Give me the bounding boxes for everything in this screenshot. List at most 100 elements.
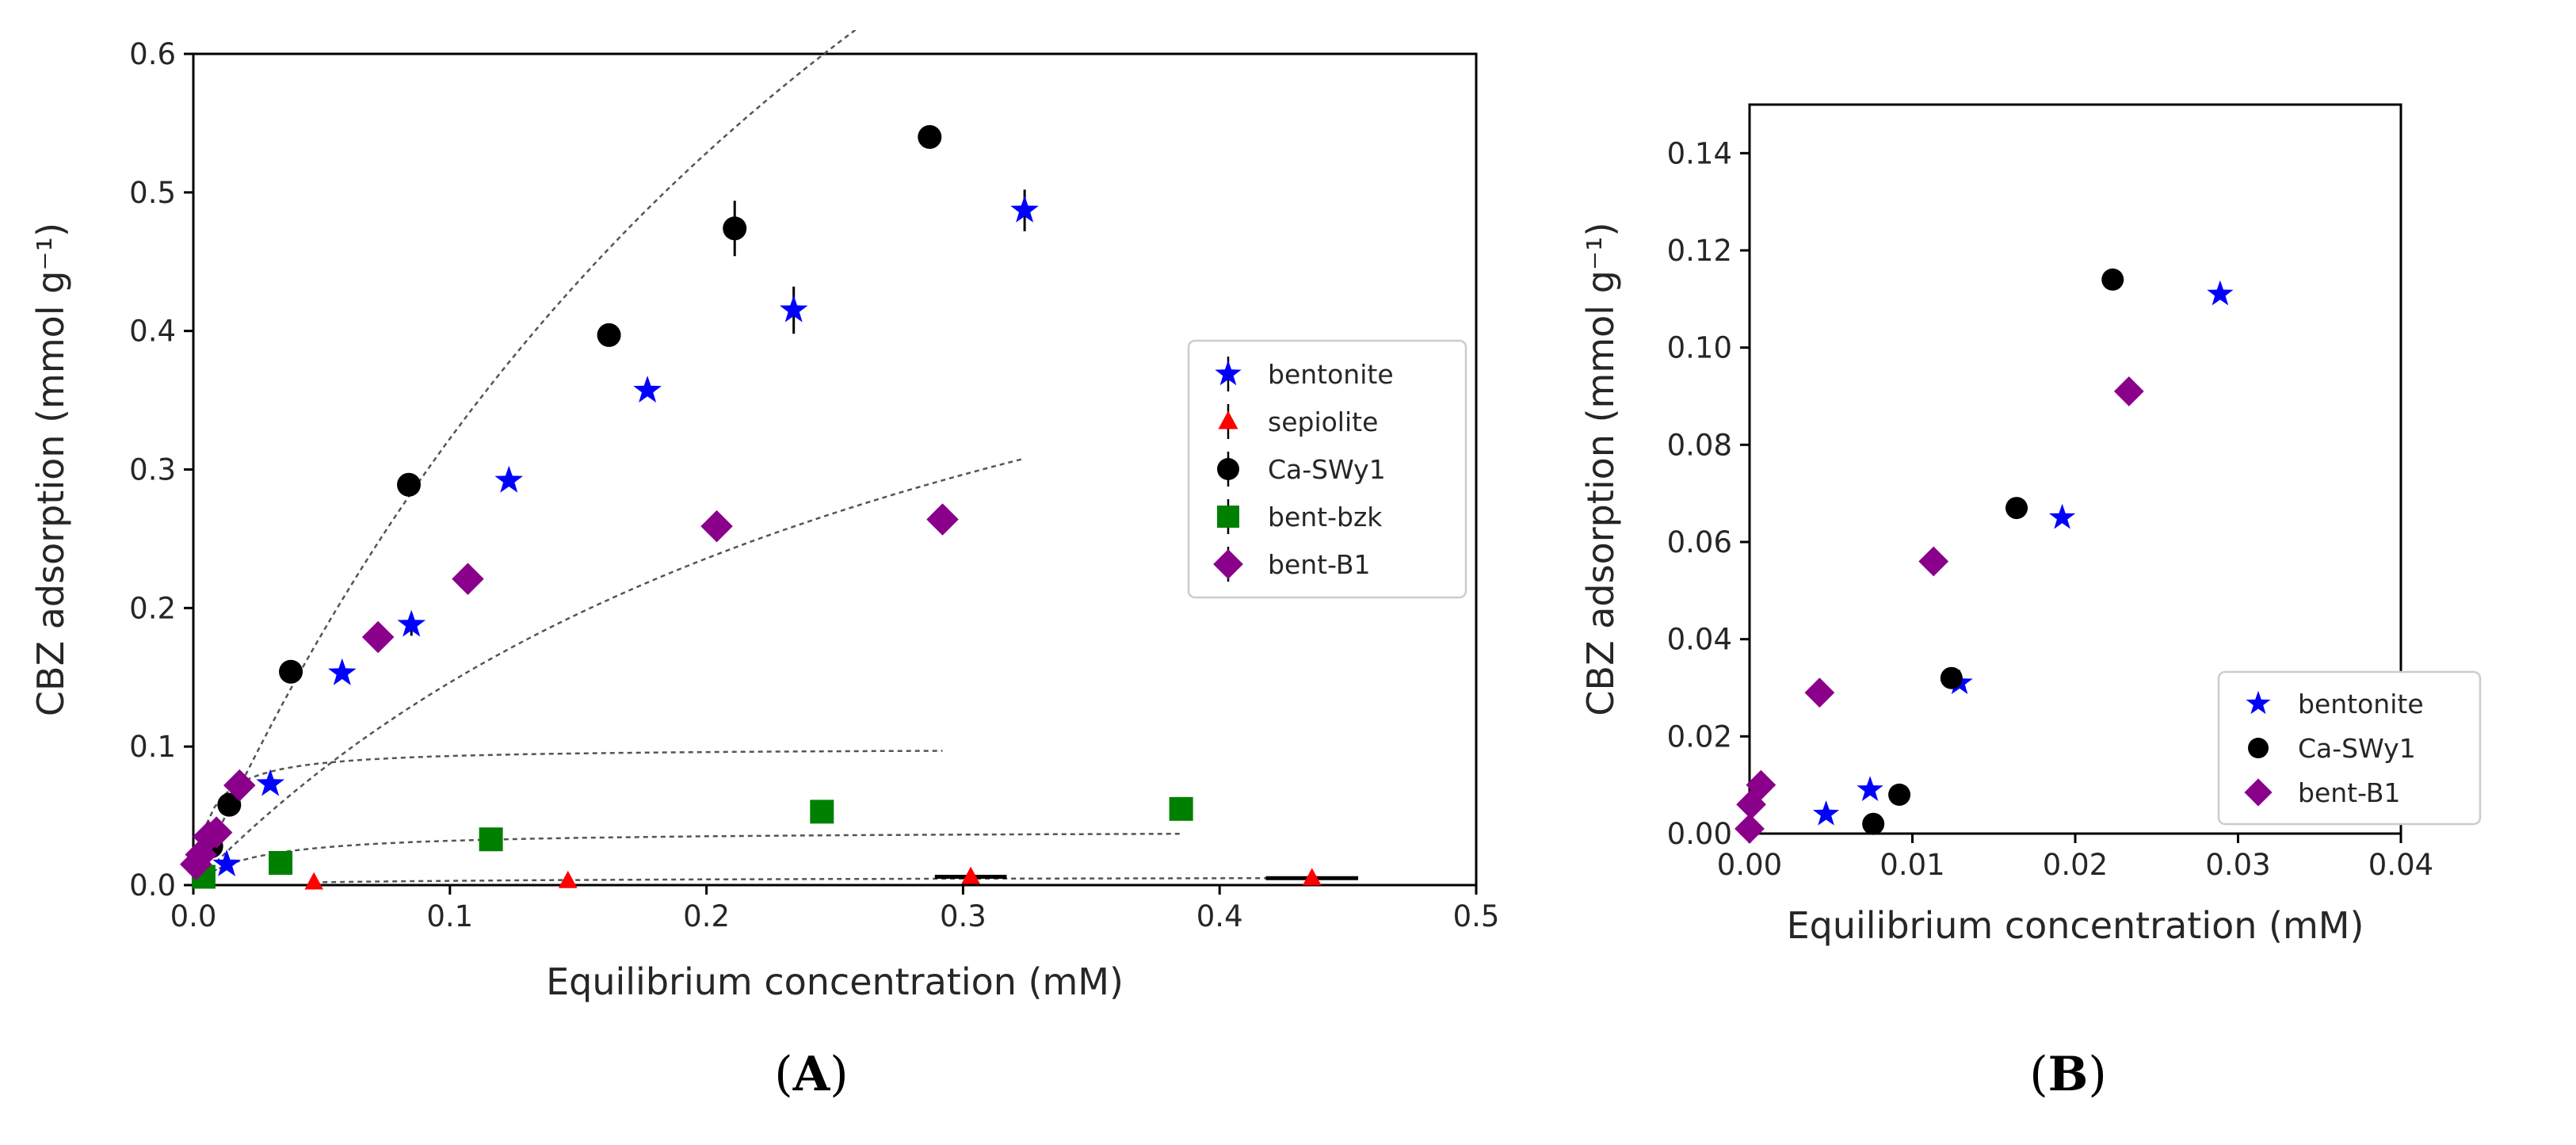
data-point-a-bentonite-4 (397, 609, 426, 637)
series-a-bent-bzk (191, 796, 1193, 889)
legend-label-b-bentonite: bentonite (2298, 689, 2424, 719)
legend-marker-a-bent-bzk (1217, 506, 1239, 528)
data-point-a-bentonite-3 (328, 658, 357, 685)
legend-marker-a-ca-swy1 (1217, 458, 1239, 480)
legend-marker-b-bentonite (2246, 690, 2271, 715)
series-a-bentonite (189, 189, 1039, 887)
data-point-a-bent-bzk-2 (479, 827, 503, 852)
data-point-a-ca-swy1-3 (396, 472, 421, 497)
data-point-a-ca-swy1-6 (918, 124, 942, 149)
y-tick-label-b-1: 0.02 (1667, 719, 1732, 754)
data-point-a-sepiolite-0 (304, 872, 323, 890)
data-point-a-ca-swy1-5 (723, 216, 747, 241)
y-tick-label-b-7: 0.14 (1667, 136, 1732, 170)
legend-box-b (2217, 670, 2482, 826)
x-tick-label-a-2: 0.2 (683, 899, 730, 933)
data-point-b-bentonite-1 (1857, 776, 1883, 801)
data-point-b-ca-swy1-3 (2005, 497, 2028, 520)
data-point-a-bentonite-2 (256, 769, 284, 796)
data-point-a-ca-swy1-1 (217, 792, 242, 817)
legend-label-a-bentonite: bentonite (1268, 359, 1394, 390)
x-tick-label-b-1: 0.01 (1880, 848, 1944, 882)
data-point-a-bent-b1-6 (452, 563, 484, 595)
legend-b: bentonite Ca-SWy1 bent-B1 (2217, 670, 2482, 826)
x-axis-label-a: Equilibrium concentration (mM) (546, 960, 1124, 1003)
data-point-a-bent-bzk-1 (269, 851, 293, 876)
data-point-a-bent-bzk-4 (1169, 796, 1193, 821)
data-point-b-bent-b1-2 (1746, 769, 1776, 800)
x-tick-label-b-0: 0.00 (1717, 848, 1782, 882)
y-tick-label-b-3: 0.06 (1667, 525, 1732, 559)
data-point-b-bentonite-4 (2207, 280, 2234, 306)
x-axis-label-b: Equilibrium concentration (mM) (1787, 904, 2364, 947)
x-tick-label-b-4: 0.04 (2368, 848, 2433, 882)
legend-marker-a-bentonite (1215, 360, 1242, 386)
fit-curve-a-bent-b1 (194, 750, 943, 867)
panel-label-a-letter: A (792, 1047, 831, 1102)
data-point-a-bent-bzk-3 (810, 800, 834, 824)
data-point-a-ca-swy1-4 (597, 323, 621, 347)
fit-curve-a-sepiolite (314, 876, 1312, 884)
data-point-b-ca-swy1-2 (1940, 666, 1963, 689)
data-point-b-bentonite-3 (2048, 503, 2076, 529)
chart-panel-a: 0.0 0.1 0.2 0.3 0.4 0.5 0.0 0.1 0.2 0.3 0.4 0.5 0.6 E… (29, 30, 1500, 1003)
y-tick-label-b-5: 0.10 (1667, 331, 1732, 365)
fit-curve-a-ca-swy1 (210, 30, 857, 846)
x-tick-label-a-5: 0.5 (1453, 899, 1500, 933)
data-point-b-ca-swy1-0 (1862, 812, 1885, 835)
y-axis-label-a: CBZ adsorption (mmol g⁻¹) (29, 223, 72, 716)
data-point-a-bent-b1-5 (361, 620, 395, 654)
data-point-b-bent-b1-4 (1918, 546, 1949, 577)
panel-label-b-letter: B (2048, 1047, 2089, 1102)
data-point-a-bent-b1-4 (223, 769, 256, 802)
legend-label-a-sepiolite: sepiolite (1268, 406, 1378, 437)
y-tick-label-a-1: 0.1 (129, 730, 176, 764)
data-point-b-ca-swy1-1 (1888, 783, 1911, 806)
x-tick-label-a-1: 0.1 (426, 899, 473, 933)
data-point-a-bentonite-5 (494, 465, 524, 493)
data-point-a-ca-swy1-2 (279, 659, 303, 684)
data-point-a-bentonite-6 (633, 376, 662, 403)
x-tick-label-a-4: 0.4 (1196, 899, 1243, 933)
data-point-b-bent-b1-0 (1735, 813, 1765, 844)
data-point-b-bent-b1-3 (1804, 677, 1835, 708)
fit-curve-a-bent-bzk (203, 833, 1181, 878)
data-point-a-sepiolite-1 (558, 870, 578, 888)
series-b-ca-swy1 (1862, 268, 2124, 835)
panel-labels: (A) (B) (774, 1047, 2106, 1102)
fit-curve-a-bentonite (203, 457, 1025, 876)
data-point-b-ca-swy1-4 (2101, 268, 2124, 291)
y-tick-label-a-5: 0.5 (129, 176, 176, 210)
y-tick-label-a-4: 0.4 (129, 315, 176, 349)
data-point-a-bentonite-1 (212, 849, 241, 876)
data-point-a-sepiolite-2 (961, 866, 980, 884)
x-tick-label-b-3: 0.03 (2205, 848, 2270, 882)
series-a-bent-b1 (179, 503, 959, 881)
data-point-a-bentonite-8 (1010, 195, 1039, 223)
legend-marker-a-bent-b1 (1213, 549, 1243, 579)
legend-marker-b-bent-b1 (2244, 778, 2273, 807)
legend-label-b-bent-b1: bent-B1 (2298, 777, 2400, 808)
legend-label-b-ca-swy1: Ca-SWy1 (2298, 733, 2416, 764)
series-b-bentonite (1812, 280, 2234, 826)
data-point-b-bentonite-0 (1812, 800, 1840, 826)
legend-marker-b-ca-swy1 (2248, 738, 2269, 758)
y-tick-label-a-6: 0.6 (129, 37, 176, 71)
data-point-a-sepiolite-3 (1302, 868, 1322, 886)
y-tick-label-b-0: 0.00 (1667, 817, 1732, 851)
x-tick-label-b-2: 0.02 (2043, 848, 2108, 882)
data-point-a-bent-b1-3 (200, 816, 233, 849)
x-tick-label-a-3: 0.3 (940, 899, 987, 933)
legend-label-a-bent-bzk: bent-bzk (1268, 502, 1383, 532)
data-point-b-bent-b1-1 (1736, 789, 1766, 820)
panel-label-b: (B) (2029, 1047, 2107, 1102)
legend-label-a-bent-b1: bent-B1 (1268, 549, 1370, 580)
panel-label-a: (A) (774, 1047, 848, 1102)
chart-panel-b: 0.00 0.01 0.02 0.03 0.04 0.00 0.02 0.04 0.06 0.08… (1579, 103, 2482, 947)
y-tick-label-a-3: 0.3 (129, 453, 176, 487)
y-tick-label-b-2: 0.04 (1667, 623, 1732, 657)
y-tick-label-a-0: 0.0 (129, 868, 176, 903)
series-a-sepiolite (304, 866, 1359, 890)
data-point-a-bent-b1-8 (926, 503, 959, 536)
